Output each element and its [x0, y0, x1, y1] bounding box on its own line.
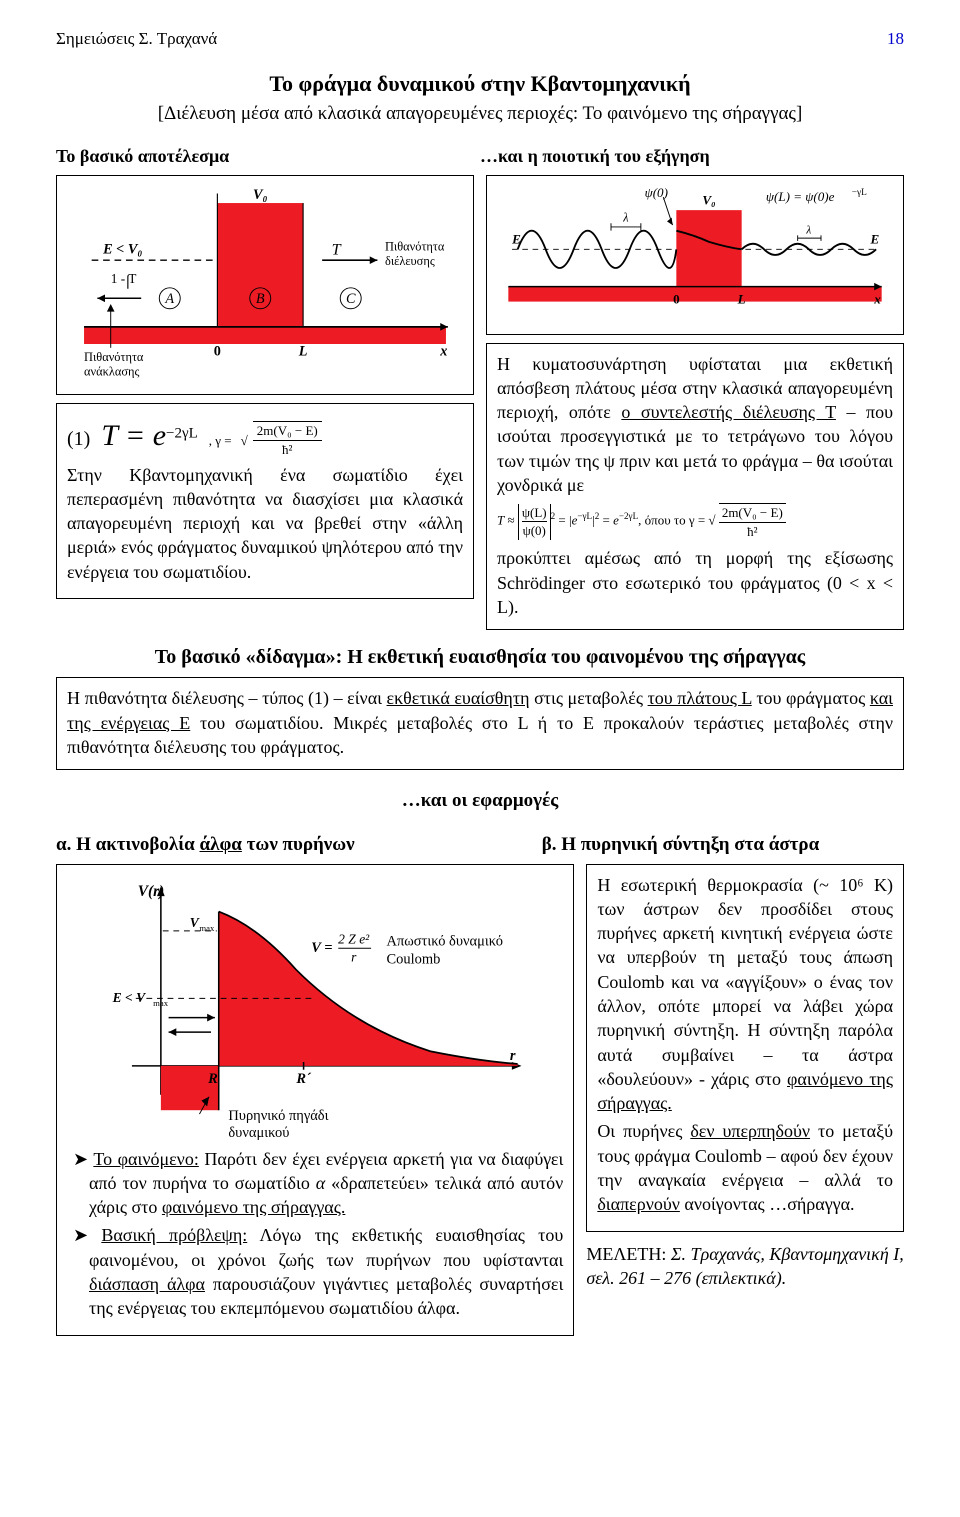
alpha-bullet-1: ➤ Το φαινόμενο: Παρότι δεν έχει ενέργεια… — [67, 1147, 563, 1220]
gamma-num: 2m(V₀ − E) — [253, 421, 322, 441]
svg-text:ανάκλασης: ανάκλασης — [84, 364, 139, 378]
svg-text:διέλευσης: διέλευσης — [385, 254, 435, 268]
right-head: …και η ποιοτική του εξήγηση — [480, 144, 904, 168]
eq-T: (1) T = e−2γL , γ = √ 2m(V₀ − E) ħ² — [67, 416, 463, 459]
lb-c: του φράγματος — [756, 688, 870, 708]
svg-text:Απωστικό δυναμικό: Απωστικό δυναμικό — [387, 933, 503, 949]
fb-p2u2: διαπερνούν — [597, 1194, 680, 1214]
formula-left-box: (1) T = e−2γL , γ = √ 2m(V₀ − E) ħ² Στην… — [56, 403, 474, 599]
fb-p2a: Οι πυρήνες — [597, 1121, 690, 1141]
apps-beta: β. Η πυρηνική σύντηξη στα άστρα — [480, 832, 819, 858]
page-number: 18 — [887, 28, 904, 51]
fb-p2u1: δεν υπερπηδούν — [690, 1121, 810, 1141]
svg-text:x: x — [873, 291, 881, 306]
lb-d: του σωματιδίου. Μικρές μεταβολές στο L ή… — [67, 713, 893, 757]
eq-num: (1) — [67, 428, 90, 450]
ab1alpha: α — [316, 1173, 325, 1193]
svg-text:ψ(L) = ψ(0)e: ψ(L) = ψ(0)e — [766, 188, 835, 203]
fb-p1eq: ~ 10⁶ K — [819, 875, 887, 895]
running-head-left: Σημειώσεις Σ. Τραχανά — [56, 29, 217, 48]
lesson-box: Η πιθανότητα διέλευσης – τύπος (1) – είν… — [56, 677, 904, 770]
ab1a: Το φαινόμενο: — [93, 1149, 198, 1169]
gamma-den: ħ² — [253, 441, 322, 459]
svg-text:ψ(0): ψ(0) — [645, 185, 668, 200]
main-title: Το φράγμα δυναμικού στην Κβαντομηχανική — [56, 69, 904, 99]
re-gnum: 2m(V₀ − E) — [719, 503, 786, 523]
svg-text:Coulomb: Coulomb — [387, 951, 441, 967]
svg-text:Πιθανότητα: Πιθανότητα — [84, 350, 144, 364]
svg-text:0: 0 — [214, 343, 221, 359]
lb-u2: του πλάτους L — [648, 688, 752, 708]
svg-text:λ: λ — [805, 224, 811, 236]
svg-text:r: r — [351, 949, 357, 964]
fb-p1a: Η εσωτερική θερμοκρασία ( — [597, 875, 819, 895]
svg-text:T: T — [332, 240, 342, 258]
wave-diagram-box: λ λ ψ(0) V₀ E E ψ(L) = ψ(0)e −γL 0 — [486, 175, 904, 335]
svg-text:−γL: −γL — [852, 188, 867, 198]
lesson-title: Το βασικό «δίδαγμα»: Η εκθετική ευαισθησ… — [56, 644, 904, 671]
fb-p2: Οι πυρήνες δεν υπερπηδούν το μεταξύ τους… — [597, 1119, 893, 1216]
re-gden: ħ² — [719, 523, 786, 541]
svg-text:r: r — [510, 1048, 516, 1064]
svg-text:V =: V = — [311, 940, 332, 956]
re-eqline: T ≈ ψ(L) ψ(0) 2 = |e−γL|2 = e−2γL, όπου … — [497, 503, 893, 540]
svg-text:2 Z e²: 2 Z e² — [338, 931, 370, 946]
alpha-bullet-2: ➤ Βασική πρόβλεψη: Λόγω της εκθετικής ευ… — [67, 1223, 563, 1320]
study-a: ΜΕΛΕΤΗ: — [586, 1244, 671, 1264]
lb-b: στις μεταβολές — [534, 688, 648, 708]
svg-text:R´: R´ — [295, 1071, 312, 1087]
apps-center: …και οι εφαρμογές — [56, 788, 904, 814]
study-ref: ΜΕΛΕΤΗ: Σ. Τραχανάς, Κβαντομηχανική Ι, σ… — [586, 1242, 904, 1291]
svg-text:B: B — [256, 291, 265, 307]
svg-text:E < V₀: E < V₀ — [102, 241, 142, 257]
barrier-diagram-box: A B C V₀ E < V₀ T Πιθανότητα διέλευσης 1… — [56, 175, 474, 395]
svg-text:E: E — [869, 231, 879, 246]
svg-text:V: V — [190, 915, 200, 930]
left-head: Το βασικό αποτέλεσμα — [56, 144, 480, 168]
barrier-svg: A B C V₀ E < V₀ T Πιθανότητα διέλευσης 1… — [67, 184, 463, 384]
svg-text:x: x — [439, 343, 447, 359]
lb-u1: εκθετικά ευαίσθητη — [387, 688, 530, 708]
re-p1u: ο συντελεστής διέλευσης Τ — [621, 402, 836, 422]
apps-alpha-label: α. Η ακτινοβολία άλφα των πυρήνων — [56, 834, 355, 855]
svg-text:δυναμικού: δυναμικού — [228, 1125, 289, 1141]
eq-T-exp: −2γL — [166, 425, 198, 441]
svg-text:E < V: E < V — [112, 990, 146, 1005]
eq-T-body: T = e — [101, 419, 166, 452]
lb-a: Η πιθανότητα διέλευσης – τύπος (1) – είν… — [67, 688, 387, 708]
ab1u: φαινόμενο της σήραγγας. — [162, 1197, 345, 1217]
svg-text:max: max — [153, 998, 169, 1008]
svg-text:A: A — [164, 291, 174, 307]
svg-text:C: C — [346, 291, 356, 307]
svg-text:L: L — [737, 291, 746, 306]
wave-svg: λ λ ψ(0) V₀ E E ψ(L) = ψ(0)e −γL 0 — [497, 184, 893, 324]
svg-text:V₀: V₀ — [702, 192, 715, 207]
svg-text:E: E — [511, 231, 521, 246]
svg-text:max: max — [199, 922, 215, 932]
fb-p1b: ) των άστρων δεν προσδίδει στους πυρήνες… — [597, 875, 893, 1089]
ab2u: διάσπαση άλφα — [89, 1274, 205, 1294]
fb-p2c: ανοίγοντας …σήραγγα. — [680, 1194, 855, 1214]
svg-text:L: L — [298, 343, 308, 359]
alpha-box: V(r) V max E < V max V = 2 Z e² r Απωστι… — [56, 864, 574, 1336]
gamma-pre: , γ = — [209, 433, 232, 448]
svg-text:Πιθανότητα: Πιθανότητα — [385, 239, 445, 253]
svg-text:V(r): V(r) — [138, 883, 165, 900]
ab2a: Βασική πρόβλεψη: — [101, 1225, 247, 1245]
svg-text:λ: λ — [622, 210, 628, 224]
formula-left-text: Στην Κβαντομηχανική ένα σωματίδιο έχει π… — [67, 463, 463, 584]
subtitle: [Διέλευση μέσα από κλασικά απαγορευμένες… — [56, 101, 904, 127]
svg-text:1 - T: 1 - T — [111, 271, 137, 286]
svg-text:0: 0 — [673, 291, 680, 306]
svg-text:Πυρηνικό πηγάδι: Πυρηνικό πηγάδι — [228, 1107, 328, 1123]
svg-text:R: R — [207, 1071, 218, 1087]
svg-text:V₀: V₀ — [253, 187, 268, 203]
fusion-box: Η εσωτερική θερμοκρασία (~ 10⁶ K) των άσ… — [586, 864, 904, 1232]
coulomb-svg: V(r) V max E < V max V = 2 Z e² r Απωστι… — [67, 873, 563, 1143]
right-explain-box: Η κυματοσυνάρτηση υφίσταται μια εκθετική… — [486, 343, 904, 631]
